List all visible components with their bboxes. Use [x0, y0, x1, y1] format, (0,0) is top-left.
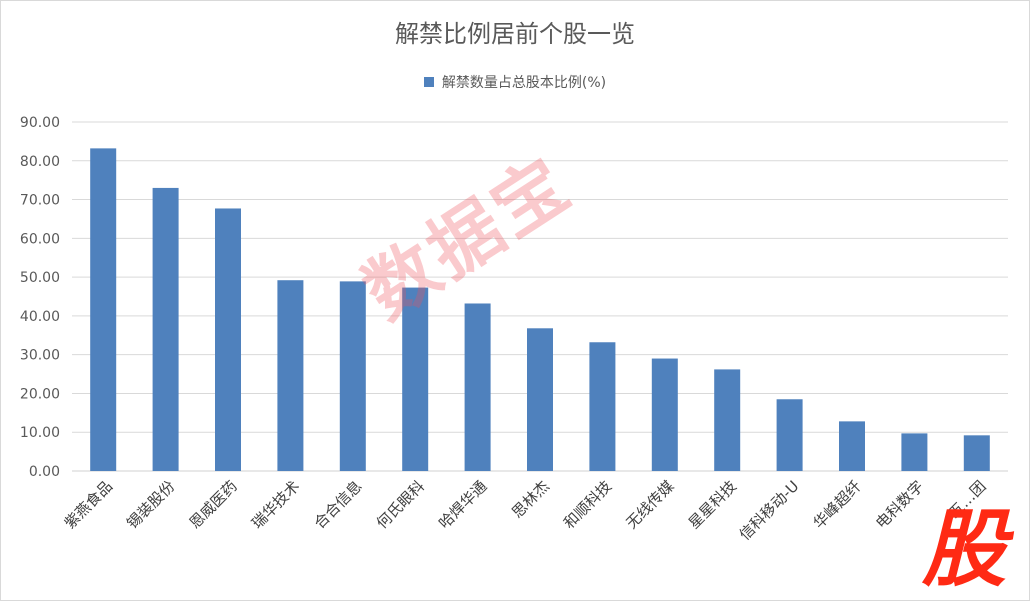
x-category-label: 紫燕食品	[61, 477, 116, 532]
bar	[152, 187, 179, 471]
x-category-label: 和顺科技	[560, 477, 615, 532]
x-category-label: 无线传媒	[622, 477, 677, 532]
bar	[402, 287, 429, 471]
x-category-label: 信科移动-U	[736, 477, 803, 544]
y-tick-label: 70.00	[20, 193, 60, 209]
y-tick-label: 80.00	[20, 154, 60, 170]
y-tick-label: 50.00	[20, 270, 60, 286]
bar	[901, 433, 928, 471]
y-tick-label: 60.00	[20, 231, 60, 247]
y-axis-ticks: 0.00 10.00 20.00 30.00 40.00 50.00 60.00 70.00 8…	[20, 115, 60, 480]
x-category-label: 华峰超纤	[810, 477, 865, 532]
x-category-label: 何氏眼科	[373, 477, 428, 532]
legend: 解禁数量占总股本比例(%)	[0, 72, 1030, 92]
bar	[589, 342, 616, 471]
x-category-label: 锡装股份	[123, 477, 178, 532]
bar	[714, 369, 741, 471]
x-category-label: 恩威医药	[186, 477, 241, 532]
bar	[215, 208, 241, 472]
bar	[963, 435, 990, 471]
chart-title: 解禁比例居前个股一览	[395, 20, 635, 48]
y-tick-label: 0.00	[29, 464, 60, 480]
x-category-label: 思林杰	[508, 477, 553, 522]
legend-label: 解禁数量占总股本比例(%)	[441, 75, 607, 91]
bars	[90, 148, 990, 472]
bar	[527, 328, 553, 471]
y-tick-label: 30.00	[20, 348, 60, 364]
y-tick-label: 90.00	[20, 115, 60, 131]
bar	[90, 148, 117, 471]
y-tick-label: 10.00	[20, 425, 60, 441]
y-tick-label: 20.00	[20, 386, 60, 402]
bar	[776, 399, 803, 471]
bar	[464, 303, 491, 471]
x-axis-labels: 紫燕食品 锡装股份 恩威医药 瑞华技术 合合信息 何氏眼科 哈焊华通 思林杰 和顺科技 无线传媒星…	[61, 477, 990, 544]
bar	[277, 280, 304, 471]
x-category-label: 星星科技	[685, 477, 740, 532]
y-tick-label: 40.00	[20, 309, 60, 325]
x-category-label: 瑞华技术	[248, 477, 303, 532]
bar	[339, 281, 366, 471]
bar	[651, 358, 678, 471]
x-category-label: 合合信息	[310, 477, 365, 532]
brand-logo: 股	[921, 500, 1006, 598]
bar	[839, 421, 865, 471]
x-category-label: 哈焊华通	[435, 477, 490, 532]
legend-swatch	[423, 77, 434, 87]
